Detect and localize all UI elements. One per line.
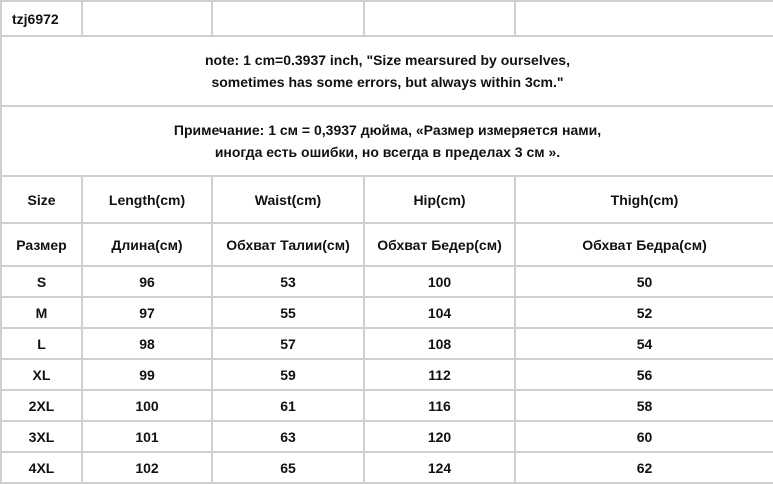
- table-cell: 100: [363, 265, 516, 298]
- table-cell: 4XL: [0, 451, 83, 484]
- table-cell: 61: [211, 389, 365, 422]
- note-ru-line: Примечание: 1 см = 0,3937 дюйма, «Размер…: [173, 122, 602, 138]
- table-cell: M: [0, 296, 83, 329]
- table-cell: 65: [211, 451, 365, 484]
- table-cell: 50: [514, 265, 773, 298]
- table-cell: 53: [211, 265, 365, 298]
- header-cell: Thigh(cm): [514, 175, 773, 224]
- product-code: tzj6972: [0, 0, 83, 37]
- table-cell: 98: [81, 327, 213, 360]
- empty-cell: [211, 0, 365, 37]
- note-ru: Примечание: 1 см = 0,3937 дюйма, «Размер…: [0, 105, 773, 177]
- table-cell: 2XL: [0, 389, 83, 422]
- table-cell: 59: [211, 358, 365, 391]
- header-cell: Обхват Талии(см): [211, 222, 365, 267]
- code-row: tzj6972: [0, 0, 773, 37]
- table-cell: 54: [514, 327, 773, 360]
- note-ru-row: Примечание: 1 см = 0,3937 дюйма, «Размер…: [0, 105, 773, 177]
- header-cell: Обхват Бедра(см): [514, 222, 773, 267]
- note-en: note: 1 cm=0.3937 inch, "Size mearsured …: [0, 35, 773, 107]
- table-cell: L: [0, 327, 83, 360]
- header-cell: Size: [0, 175, 83, 224]
- note-en-line: sometimes has some errors, but always wi…: [211, 74, 564, 90]
- table-cell: 120: [363, 420, 516, 453]
- table-row: 3XL 101 63 120 60: [0, 420, 773, 453]
- table-cell: 60: [514, 420, 773, 453]
- note-en-row: note: 1 cm=0.3937 inch, "Size mearsured …: [0, 35, 773, 107]
- header-cell: Размер: [0, 222, 83, 267]
- table-cell: 124: [363, 451, 516, 484]
- table-cell: 99: [81, 358, 213, 391]
- header-row-en: Size Length(cm) Waist(cm) Hip(cm) Thigh(…: [0, 175, 773, 224]
- table-cell: 56: [514, 358, 773, 391]
- table-cell: 104: [363, 296, 516, 329]
- empty-cell: [81, 0, 213, 37]
- table-row: M 97 55 104 52: [0, 296, 773, 329]
- table-cell: 52: [514, 296, 773, 329]
- table-cell: 55: [211, 296, 365, 329]
- table-cell: 3XL: [0, 420, 83, 453]
- header-cell: Обхват Бедер(см): [363, 222, 516, 267]
- table-cell: 112: [363, 358, 516, 391]
- table-row: XL 99 59 112 56: [0, 358, 773, 391]
- note-ru-line: иногда есть ошибки, но всегда в пределах…: [214, 144, 561, 160]
- empty-cell: [363, 0, 516, 37]
- header-cell: Length(cm): [81, 175, 213, 224]
- table-cell: 57: [211, 327, 365, 360]
- header-cell: Waist(cm): [211, 175, 365, 224]
- table-cell: 100: [81, 389, 213, 422]
- table-row: 2XL 100 61 116 58: [0, 389, 773, 422]
- table-row: S 96 53 100 50: [0, 265, 773, 298]
- note-en-line: note: 1 cm=0.3937 inch, "Size mearsured …: [205, 52, 570, 68]
- table-cell: 62: [514, 451, 773, 484]
- table-cell: 63: [211, 420, 365, 453]
- header-cell: Длина(см): [81, 222, 213, 267]
- table-row: L 98 57 108 54: [0, 327, 773, 360]
- empty-cell: [514, 0, 773, 37]
- table-cell: 101: [81, 420, 213, 453]
- table-cell: 96: [81, 265, 213, 298]
- table-cell: 97: [81, 296, 213, 329]
- header-row-ru: Размер Длина(см) Обхват Талии(см) Обхват…: [0, 222, 773, 267]
- table-cell: 102: [81, 451, 213, 484]
- table-cell: S: [0, 265, 83, 298]
- table-cell: 58: [514, 389, 773, 422]
- table-cell: 116: [363, 389, 516, 422]
- header-cell: Hip(cm): [363, 175, 516, 224]
- table-row: 4XL 102 65 124 62: [0, 451, 773, 484]
- table-cell: XL: [0, 358, 83, 391]
- table-cell: 108: [363, 327, 516, 360]
